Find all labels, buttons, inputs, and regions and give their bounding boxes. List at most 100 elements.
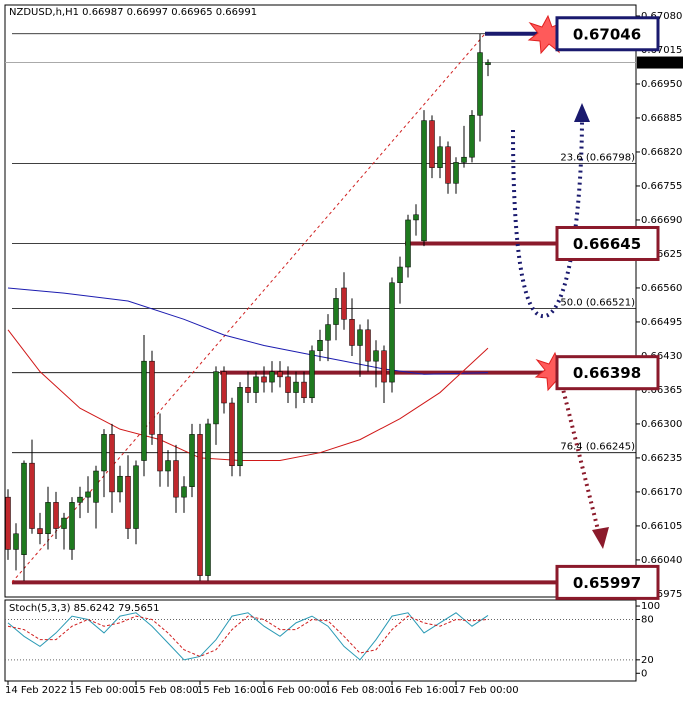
y-tick-label: 0.66820 (641, 147, 682, 158)
fib-label: 50.0 (0.66521) (560, 297, 635, 308)
candle-body (93, 470, 99, 503)
y-tick-label: 0 (641, 668, 647, 679)
candle-body (213, 371, 219, 425)
candle-body (5, 496, 11, 550)
candle-body (29, 462, 35, 529)
candle-body (205, 423, 211, 576)
candle-body (325, 324, 331, 341)
candle-body (373, 350, 379, 362)
y-tick-label: 0.66105 (641, 521, 682, 532)
stoch-panel (4, 599, 637, 682)
y-tick-label: 0.66950 (641, 79, 682, 90)
y-tick-label: 0.66690 (641, 215, 682, 226)
moving-average (7, 287, 489, 375)
level-box (555, 564, 660, 600)
candle-body (437, 146, 443, 168)
y-tick-label: 0.65975 (641, 589, 682, 600)
candle-body (317, 339, 323, 351)
candle-body (477, 52, 483, 116)
level-box (555, 225, 660, 261)
candle-body (397, 266, 403, 283)
candle-body (173, 460, 179, 498)
last-price-label: 0.66991 (641, 58, 682, 69)
candle-body (277, 371, 283, 378)
candle-body (157, 434, 163, 472)
arrow-head (592, 527, 609, 549)
x-tick-label: 15 Feb 08:00 (133, 685, 199, 696)
candle-body (421, 120, 427, 242)
y-tick-label: 0.67080 (641, 11, 682, 22)
x-tick-label: 14 Feb 2022 (5, 685, 67, 696)
candle-body (245, 387, 251, 393)
candle-body (429, 120, 435, 168)
level-label: 0.65997 (573, 574, 641, 592)
candle-body (453, 162, 459, 184)
candle-body (45, 502, 51, 535)
y-tick-label: 0.66430 (641, 351, 682, 362)
level-label: 0.66645 (573, 235, 641, 253)
candle-body (165, 460, 171, 472)
down-arrow (560, 384, 600, 531)
y-tick-label: 0.67015 (641, 45, 682, 56)
x-tick-label: 16 Feb 00:00 (261, 685, 327, 696)
candle-body (53, 502, 59, 529)
y-tick-label: 0.66365 (641, 385, 682, 396)
fib-trendline (11, 33, 486, 583)
candle-body (389, 282, 395, 383)
candle-body (293, 381, 299, 393)
x-tick-label: 15 Feb 00:00 (69, 685, 135, 696)
y-tick-label: 0.66495 (641, 317, 682, 328)
candle-body (117, 475, 123, 493)
candle-body (485, 62, 491, 65)
candle-body (125, 475, 131, 529)
fib-label: 23.6 (0.66798) (560, 152, 635, 163)
x-tick-label: 16 Feb 16:00 (389, 685, 455, 696)
candle-body (333, 298, 339, 325)
candle-body (61, 517, 67, 529)
candle-body (237, 387, 243, 467)
chart-title: NZDUSD,h,H1 0.66987 0.66997 0.66965 0.66… (9, 7, 257, 18)
candle-body (261, 376, 267, 383)
candle-body (357, 329, 363, 346)
candle-body (141, 360, 147, 461)
arrow-head (574, 103, 590, 122)
candle-body (133, 465, 139, 529)
level-label: 0.67046 (573, 25, 641, 43)
stoch-line (7, 612, 489, 661)
candle-body (253, 376, 259, 393)
stoch-line (7, 615, 489, 658)
candle-body (149, 360, 155, 435)
y-tick-label: 20 (641, 655, 654, 666)
x-tick-label: 16 Feb 08:00 (325, 685, 391, 696)
candle-body (189, 434, 195, 487)
candle-body (381, 350, 387, 383)
candle-body (77, 496, 83, 503)
last-price-box (637, 56, 683, 69)
x-tick-label: 17 Feb 00:00 (453, 685, 519, 696)
candle-body (221, 371, 227, 404)
candle-body (229, 402, 235, 467)
candle-body (445, 146, 451, 184)
candle-body (269, 371, 275, 383)
candle-body (413, 214, 419, 221)
candle-body (461, 156, 467, 163)
candle-body (365, 329, 371, 362)
candle-body (109, 434, 115, 493)
candle-body (69, 502, 75, 550)
candle-body (405, 219, 411, 268)
main-panel (4, 4, 637, 598)
level-box (555, 355, 660, 391)
candle-body (181, 486, 187, 498)
candle-body (21, 462, 27, 555)
candle-body (341, 287, 347, 320)
candle-body (197, 434, 203, 576)
y-tick-label: 100 (641, 601, 660, 612)
y-tick-label: 0.66625 (641, 249, 682, 260)
y-tick-label: 0.66040 (641, 555, 682, 566)
y-tick-label: 0.66170 (641, 487, 682, 498)
candle-body (13, 533, 19, 550)
candle-body (85, 491, 91, 498)
y-tick-label: 0.66235 (641, 453, 682, 464)
